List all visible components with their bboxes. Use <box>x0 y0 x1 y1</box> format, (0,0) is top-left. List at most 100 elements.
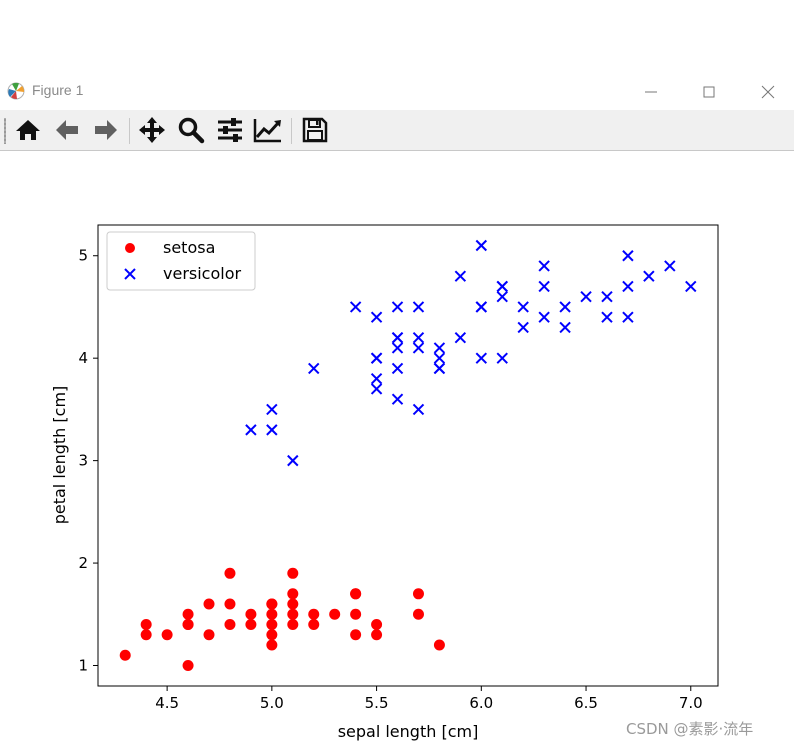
versicolor-point <box>412 403 425 416</box>
setosa-point <box>371 629 383 641</box>
versicolor-point <box>349 301 362 313</box>
versicolor-point <box>308 362 320 375</box>
versicolor-point <box>496 291 508 303</box>
y-tick-label: 3 <box>78 452 88 470</box>
versicolor-point <box>517 301 529 313</box>
configure-subplots-button[interactable] <box>215 115 245 145</box>
versicolor-point <box>370 383 383 395</box>
setosa-point <box>119 649 131 661</box>
versicolor-point <box>391 393 404 405</box>
pan-button[interactable] <box>137 115 167 145</box>
versicolor-point <box>412 301 425 313</box>
save-button[interactable] <box>300 115 330 145</box>
forward-arrow-icon <box>95 120 117 140</box>
edit-axis-button[interactable] <box>253 115 283 145</box>
x-tick-label: 6.5 <box>574 694 598 712</box>
home-icon <box>16 120 40 140</box>
versicolor-point <box>433 362 446 375</box>
toolbar-separator <box>291 118 292 144</box>
versicolor-point <box>622 311 634 323</box>
versicolor-point <box>664 260 676 272</box>
y-axis-ticks: 1 2 3 4 5 <box>78 247 98 675</box>
legend-label-versicolor: versicolor <box>163 264 241 283</box>
minimize-icon <box>645 91 657 93</box>
y-tick-label: 1 <box>78 657 88 675</box>
save-icon <box>302 117 328 143</box>
toolbar-separator <box>129 118 130 144</box>
setosa-point <box>224 619 236 631</box>
window-title: Figure 1 <box>32 82 84 98</box>
versicolor-point <box>370 311 383 323</box>
setosa-series <box>119 567 445 672</box>
setosa-point <box>224 598 236 610</box>
versicolor-point <box>433 342 446 354</box>
versicolor-series <box>245 239 697 467</box>
setosa-point <box>287 588 299 600</box>
versicolor-point <box>622 250 634 262</box>
versicolor-point <box>391 331 404 344</box>
setosa-point <box>412 608 424 620</box>
x-axis-label: sepal length [cm] <box>338 722 479 741</box>
versicolor-point <box>391 342 404 354</box>
setosa-point <box>412 588 424 600</box>
maximize-icon <box>703 86 715 98</box>
window-titlebar: Figure 1 <box>0 74 794 110</box>
setosa-point <box>224 567 236 579</box>
setosa-point <box>287 619 299 631</box>
setosa-point <box>350 588 362 600</box>
setosa-point <box>182 660 194 672</box>
zoom-icon <box>178 117 205 144</box>
setosa-point <box>308 608 320 620</box>
legend: setosa versicolor <box>106 231 256 291</box>
versicolor-point <box>454 270 467 282</box>
versicolor-point <box>559 321 571 334</box>
setosa-point <box>266 629 278 641</box>
versicolor-point <box>266 424 278 436</box>
setosa-point <box>287 608 299 620</box>
x-tick-label: 7.0 <box>679 694 703 712</box>
versicolor-point <box>391 362 404 375</box>
legend-marker-versicolor <box>124 268 136 280</box>
x-tick-label: 5.0 <box>260 694 284 712</box>
pan-icon <box>139 117 165 143</box>
setosa-point <box>245 619 257 631</box>
close-button[interactable] <box>753 78 783 106</box>
zoom-button[interactable] <box>176 115 206 145</box>
watermark: CSDN @素影·流年 <box>626 720 754 738</box>
versicolor-point <box>538 280 550 293</box>
setosa-point <box>266 639 278 651</box>
maximize-button[interactable] <box>694 78 724 106</box>
edit-axis-icon <box>253 119 281 143</box>
setosa-point <box>350 629 362 641</box>
versicolor-point <box>370 372 383 385</box>
versicolor-point <box>580 291 592 303</box>
setosa-point <box>182 619 194 631</box>
back-arrow-icon <box>56 120 78 140</box>
versicolor-point <box>685 280 697 293</box>
setosa-point <box>266 598 278 610</box>
versicolor-point <box>475 239 488 252</box>
setosa-point <box>287 598 299 610</box>
toolbar-grip[interactable] <box>4 118 6 144</box>
x-tick-label: 4.5 <box>155 694 179 712</box>
minimize-button[interactable] <box>636 78 666 106</box>
navigation-toolbar <box>0 110 794 151</box>
versicolor-point <box>622 280 634 293</box>
figure-canvas[interactable]: 4.5 5.0 5.5 6.0 6.5 7.0 1 2 3 4 5 sepal length [c… <box>0 150 794 746</box>
versicolor-point <box>475 352 488 364</box>
home-button[interactable] <box>13 115 43 145</box>
versicolor-point <box>412 342 425 354</box>
versicolor-point <box>538 260 550 272</box>
setosa-point <box>203 629 215 641</box>
versicolor-point <box>643 270 655 282</box>
versicolor-point <box>433 352 446 364</box>
back-button[interactable] <box>52 115 82 145</box>
forward-button[interactable] <box>91 115 121 145</box>
versicolor-point <box>245 424 257 436</box>
setosa-point <box>245 608 257 620</box>
setosa-point <box>140 619 152 631</box>
versicolor-point <box>496 280 508 293</box>
y-tick-label: 4 <box>78 349 88 367</box>
setosa-point <box>140 629 152 641</box>
x-axis-ticks: 4.5 5.0 5.5 6.0 6.5 7.0 <box>155 686 703 712</box>
